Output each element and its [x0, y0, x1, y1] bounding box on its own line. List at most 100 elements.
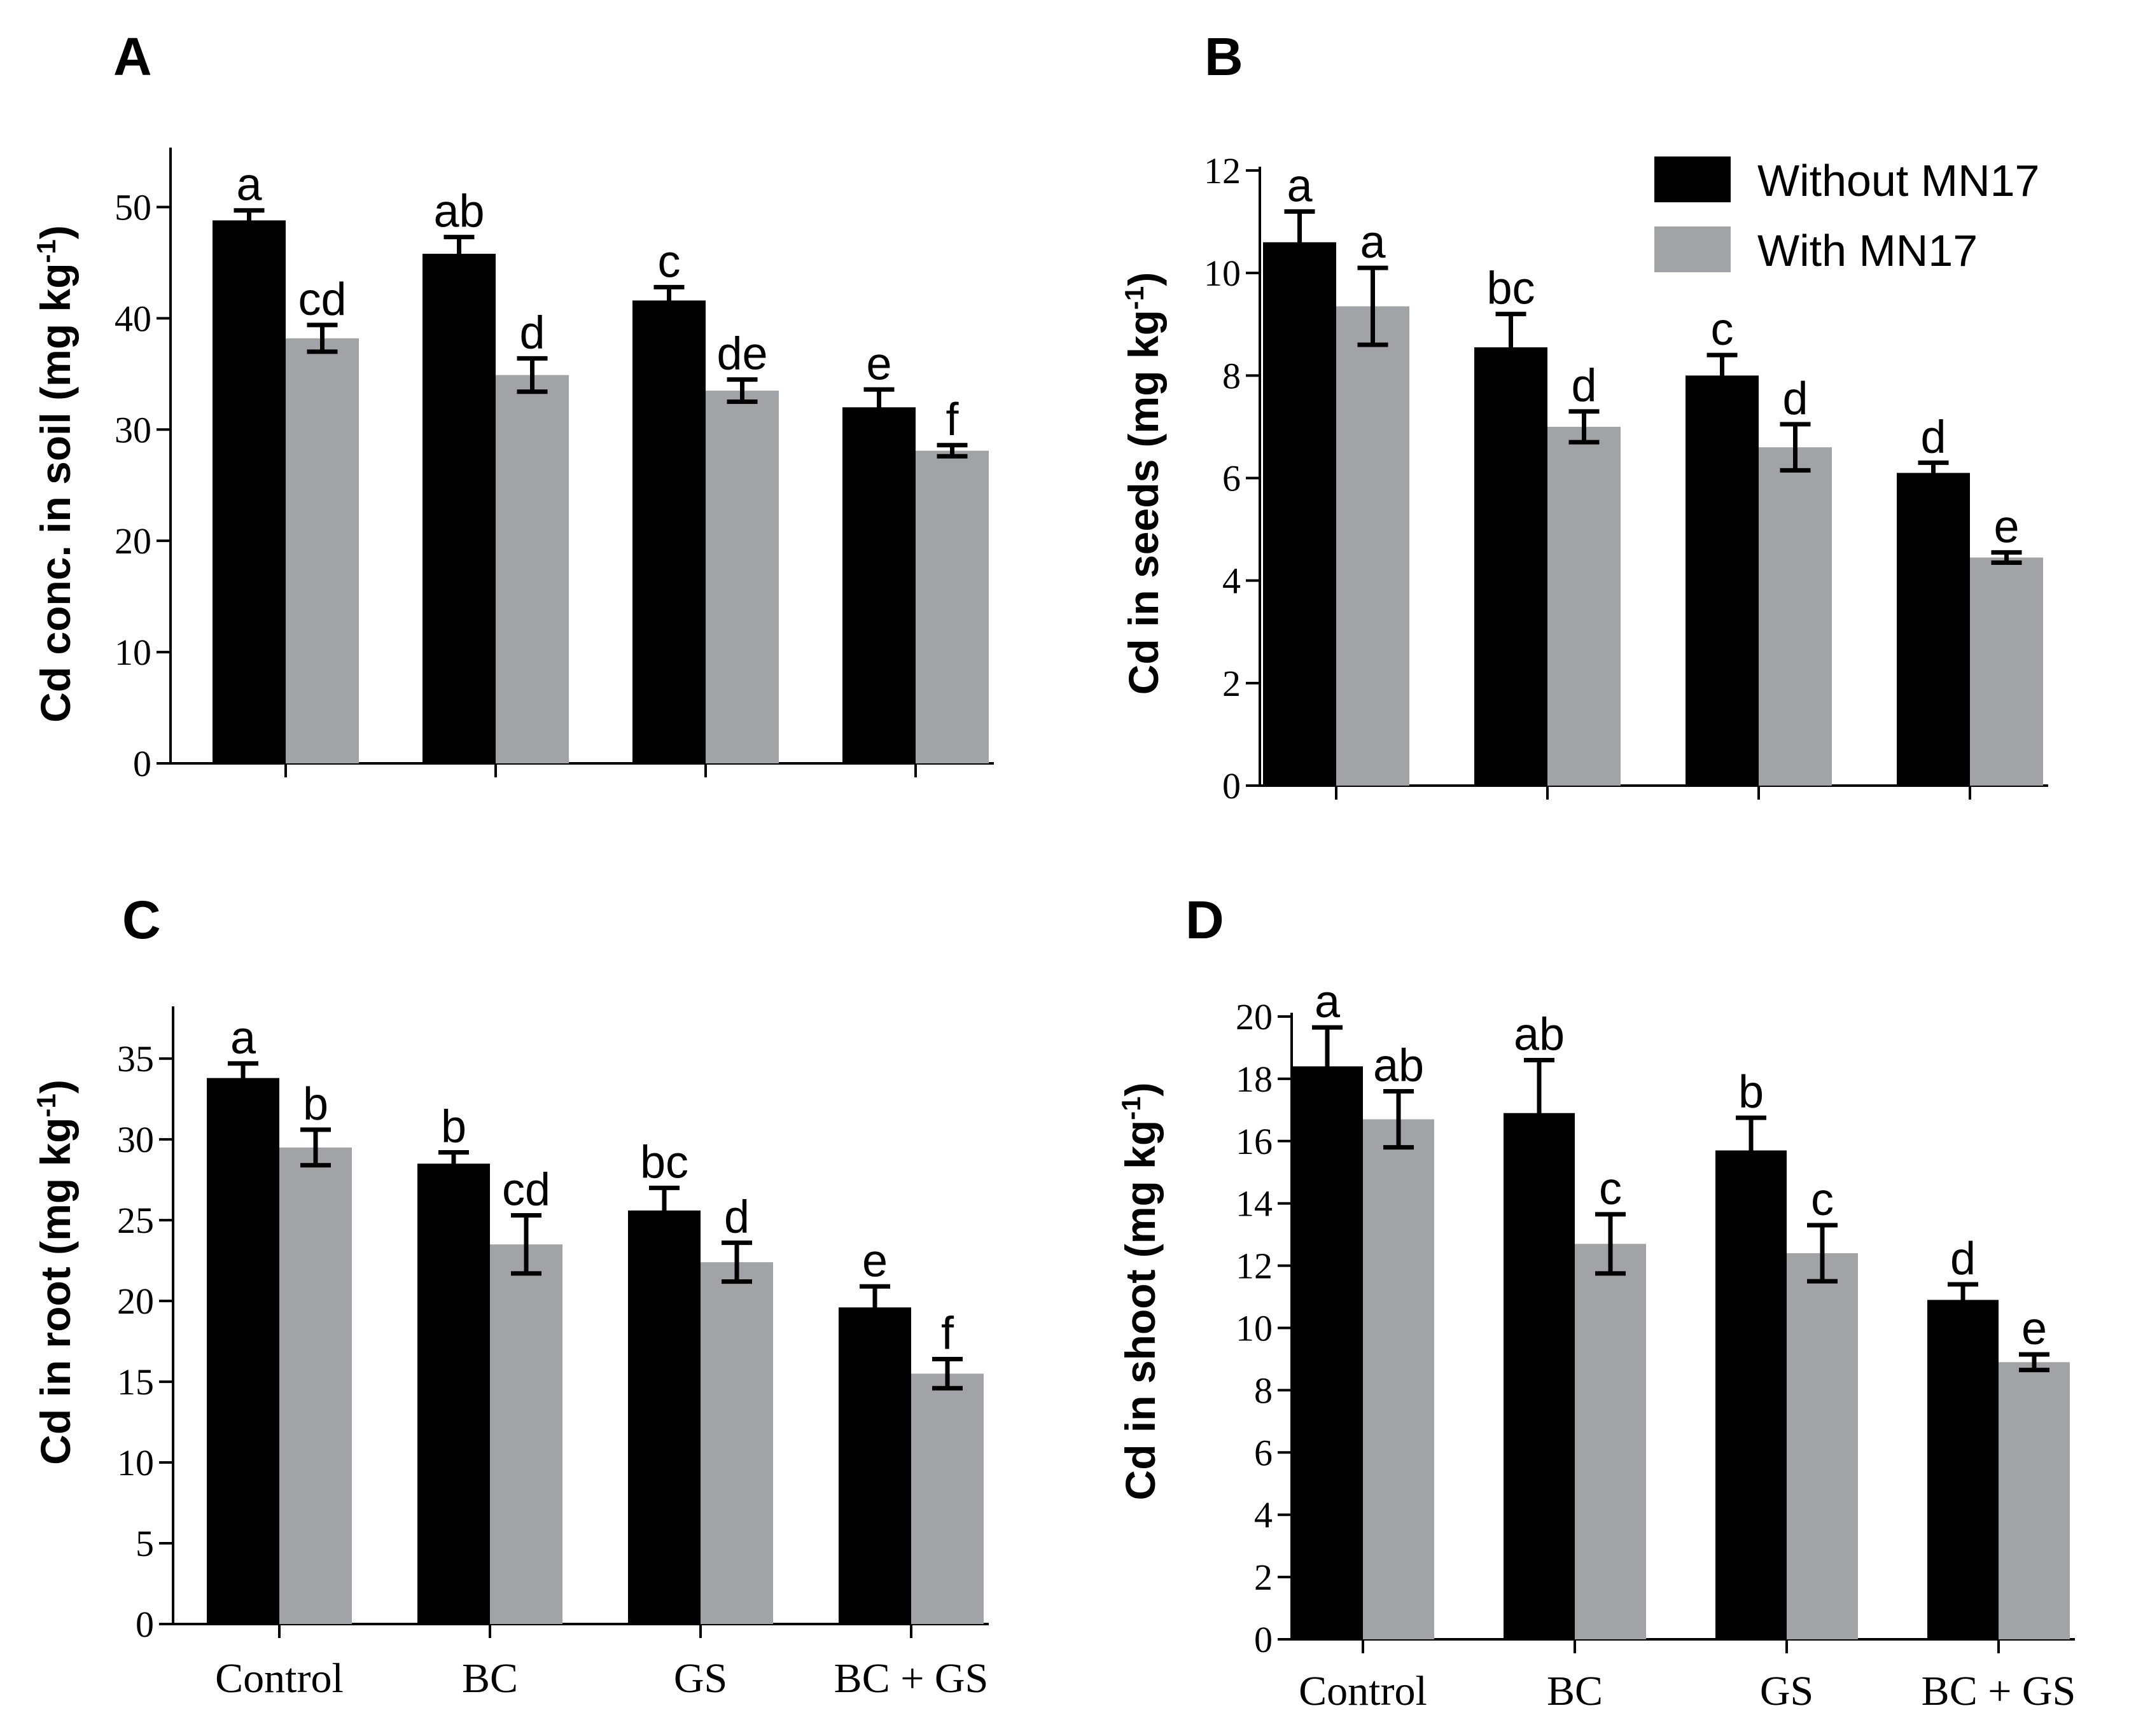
y-tick-label: 2: [1222, 663, 1241, 704]
y-tick-label: 30: [117, 1119, 154, 1160]
bar: [1897, 473, 1970, 786]
y-axis-label: Cd in seeds (mg kg-1): [1119, 272, 1168, 695]
bar: [1970, 557, 2043, 786]
y-tick-label: 30: [115, 409, 151, 450]
bar: [417, 1163, 490, 1624]
bar: [207, 1078, 279, 1624]
bar: [632, 300, 706, 763]
bar: [1787, 1253, 1858, 1639]
significance-letter: ab: [1514, 1010, 1565, 1060]
y-tick-label: 5: [136, 1523, 154, 1564]
x-category-label: BC + GS: [834, 1655, 989, 1702]
y-tick-label: 25: [117, 1200, 154, 1241]
y-tick-label: 12: [1204, 150, 1241, 191]
panel-letter: D: [1185, 890, 1224, 950]
significance-letter: e: [866, 338, 891, 389]
x-category-label: BC + GS: [1922, 1668, 2076, 1714]
y-tick-label: 14: [1236, 1183, 1273, 1225]
bar: [1575, 1244, 1646, 1639]
y-axis-label: Cd in root (mg kg-1): [31, 1080, 80, 1465]
y-tick-label: 50: [115, 186, 151, 228]
bar: [496, 375, 569, 763]
y-tick-label: 12: [1236, 1246, 1273, 1287]
bar: [1504, 1113, 1575, 1639]
y-tick-label: 0: [1254, 1619, 1273, 1660]
y-tick-label: 8: [1254, 1370, 1273, 1411]
y-tick-label: 10: [115, 632, 151, 673]
legend-swatch-with-mn17: [1654, 226, 1731, 272]
y-tick-label: 0: [136, 1604, 154, 1645]
significance-letter: c: [1599, 1163, 1622, 1214]
y-tick-label: 0: [1222, 765, 1241, 807]
y-axis-label: Cd conc. in soil (mg kg-1): [31, 225, 80, 723]
significance-letter: d: [724, 1192, 750, 1243]
significance-letter: bc: [640, 1137, 688, 1188]
panel-letter: A: [113, 27, 152, 87]
significance-letter: e: [2021, 1303, 2047, 1354]
y-tick-label: 8: [1222, 355, 1241, 396]
x-category-label: Control: [215, 1655, 344, 1702]
y-axis-label: Cd in shoot (mg kg-1): [1116, 1083, 1164, 1501]
y-tick-label: 15: [117, 1361, 154, 1403]
y-tick-label: 16: [1236, 1121, 1273, 1162]
y-tick-label: 20: [115, 520, 151, 562]
x-category-label: BC: [462, 1655, 518, 1702]
y-tick-label: 10: [1236, 1308, 1273, 1349]
bar: [279, 1147, 352, 1624]
panel-d: D Cd in shoot (mg kg-1) 0 2 4 6 8 10 12 14 16 18 2…: [1116, 890, 2076, 1714]
y-tick-label: 0: [133, 743, 151, 784]
bar: [1686, 375, 1759, 786]
bar: [1336, 306, 1409, 786]
y-tick-label: 35: [117, 1038, 154, 1080]
bar: [1363, 1119, 1434, 1639]
bar: [286, 338, 359, 763]
bar: [706, 391, 779, 763]
significance-letter: a: [230, 1013, 256, 1064]
bar: [1759, 447, 1832, 786]
bar: [1715, 1150, 1787, 1639]
y-tick-label: 4: [1254, 1494, 1273, 1536]
x-category-label: BC: [1547, 1668, 1603, 1714]
significance-letter: b: [441, 1101, 466, 1152]
significance-letter: e: [1993, 501, 2019, 552]
significance-letter: ab: [1373, 1040, 1424, 1091]
significance-letter: ab: [433, 186, 484, 237]
legend-label-without-mn17: Without MN17: [1757, 156, 2039, 205]
significance-letter: b: [1738, 1067, 1764, 1118]
bar: [1547, 426, 1621, 786]
panel-letter: C: [122, 890, 161, 950]
significance-letter: e: [862, 1235, 888, 1286]
significance-letter: d: [1782, 373, 1808, 424]
bar: [1999, 1362, 2070, 1639]
significance-letter: c: [1711, 304, 1734, 355]
y-tick-label: 6: [1254, 1432, 1273, 1473]
x-category-label: GS: [674, 1655, 727, 1702]
significance-letter: cd: [298, 274, 346, 325]
legend: Without MN17 With MN17: [1654, 156, 2039, 275]
significance-letter: a: [1287, 160, 1313, 211]
bar: [916, 450, 989, 763]
significance-letter: d: [1920, 412, 1946, 462]
y-tick-label: 10: [1204, 253, 1241, 294]
significance-letter: d: [1950, 1233, 1976, 1284]
significance-letter: a: [1315, 976, 1341, 1027]
significance-letter: bc: [1486, 263, 1535, 314]
bar: [842, 407, 916, 763]
panel-a: A Cd conc. in soil (mg kg-1) 0 10 20 30 40 50…: [31, 27, 994, 784]
significance-letter: d: [519, 307, 545, 358]
y-tick-label: 10: [117, 1442, 154, 1483]
bar: [422, 253, 496, 763]
x-category-label: GS: [1760, 1668, 1813, 1714]
bar: [490, 1244, 562, 1624]
significance-letter: a: [1360, 217, 1386, 268]
bar: [1927, 1300, 1999, 1639]
bar: [1474, 347, 1547, 786]
significance-letter: a: [236, 160, 262, 211]
legend-label-with-mn17: With MN17: [1757, 226, 1978, 275]
bar: [1292, 1066, 1363, 1639]
bar: [839, 1307, 911, 1624]
y-tick-label: 20: [1236, 996, 1273, 1038]
significance-letter: de: [716, 329, 767, 380]
